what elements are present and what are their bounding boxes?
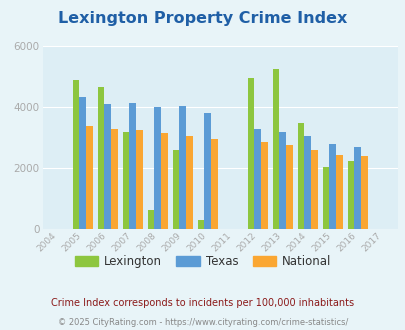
Text: Crime Index corresponds to incidents per 100,000 inhabitants: Crime Index corresponds to incidents per… bbox=[51, 298, 354, 308]
Bar bbox=[204, 113, 211, 229]
Bar bbox=[185, 136, 192, 229]
Bar bbox=[136, 130, 143, 229]
Bar bbox=[335, 154, 342, 229]
Bar bbox=[360, 156, 367, 229]
Bar bbox=[328, 144, 335, 229]
Bar bbox=[254, 129, 260, 229]
Bar bbox=[161, 133, 167, 229]
Bar bbox=[154, 107, 161, 229]
Bar bbox=[72, 80, 79, 229]
Bar bbox=[79, 97, 86, 229]
Bar bbox=[272, 69, 279, 229]
Bar bbox=[279, 132, 286, 229]
Bar bbox=[322, 167, 328, 229]
Bar bbox=[129, 103, 136, 229]
Text: © 2025 CityRating.com - https://www.cityrating.com/crime-statistics/: © 2025 CityRating.com - https://www.city… bbox=[58, 318, 347, 327]
Bar bbox=[97, 87, 104, 229]
Legend: Lexington, Texas, National: Lexington, Texas, National bbox=[70, 250, 335, 273]
Text: Lexington Property Crime Index: Lexington Property Crime Index bbox=[58, 11, 347, 26]
Bar bbox=[122, 132, 129, 229]
Bar bbox=[297, 122, 304, 229]
Bar bbox=[286, 146, 292, 229]
Bar bbox=[179, 106, 185, 229]
Bar bbox=[354, 147, 360, 229]
Bar bbox=[260, 142, 267, 229]
Bar bbox=[86, 125, 93, 229]
Bar bbox=[247, 78, 254, 229]
Bar bbox=[211, 139, 217, 229]
Bar bbox=[310, 150, 317, 229]
Bar bbox=[172, 150, 179, 229]
Bar bbox=[304, 136, 310, 229]
Bar bbox=[104, 104, 111, 229]
Bar bbox=[197, 219, 204, 229]
Bar bbox=[347, 161, 354, 229]
Bar bbox=[147, 210, 154, 229]
Bar bbox=[111, 129, 117, 229]
